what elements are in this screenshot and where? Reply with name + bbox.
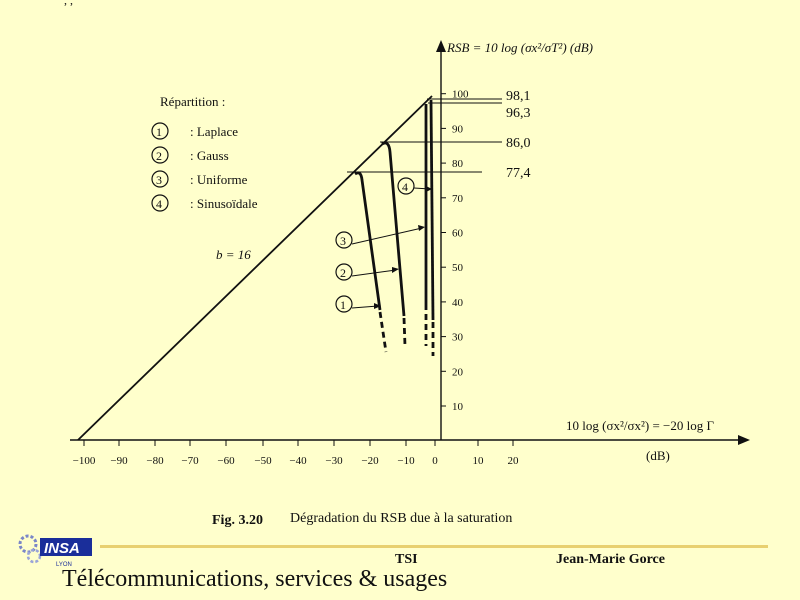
legend-label-4: : Sinusoïdale bbox=[190, 196, 258, 211]
x-tick-label: −50 bbox=[254, 455, 272, 467]
x-axis-unit: (dB) bbox=[646, 448, 670, 463]
x-tick-label: −70 bbox=[181, 455, 199, 467]
y-axis-arrow bbox=[436, 40, 446, 52]
y-tick-label: 70 bbox=[452, 193, 464, 205]
y-axis-label: RSB = 10 log (σx²/σT²) (dB) bbox=[446, 40, 593, 55]
x-tick-label: 0 bbox=[432, 455, 438, 467]
x-axis-arrow bbox=[738, 435, 750, 445]
y-tick-label: 80 bbox=[452, 158, 464, 170]
curve-markers: 4 3 2 1 bbox=[335, 177, 432, 313]
marker-2: 2 bbox=[340, 266, 346, 280]
y-tick-label: 60 bbox=[452, 228, 464, 240]
b16-label: b = 16 bbox=[216, 247, 251, 262]
x-tick-label: −10 bbox=[397, 455, 415, 467]
x-tick-label: 20 bbox=[508, 455, 520, 467]
curve-gauss-dashed bbox=[402, 317, 407, 347]
y-tick-label: 20 bbox=[452, 366, 464, 378]
level-value-2: 96,3 bbox=[506, 106, 531, 121]
marker-3: 3 bbox=[340, 234, 346, 248]
level-value-3: 86,0 bbox=[506, 136, 531, 151]
x-tick-label: −90 bbox=[110, 455, 128, 467]
marker-1: 1 bbox=[340, 298, 346, 312]
curve-laplace bbox=[354, 171, 382, 311]
x-tick-label: −20 bbox=[361, 455, 379, 467]
b16-line bbox=[77, 95, 433, 441]
footer-course-title: Télécommunications, services & usages bbox=[62, 566, 448, 592]
y-tick-label: 50 bbox=[452, 262, 464, 274]
footer-tsi: TSI bbox=[395, 552, 418, 567]
y-tick-label: 30 bbox=[452, 332, 464, 344]
x-tick-label: −60 bbox=[217, 455, 235, 467]
x-tick-label: −30 bbox=[325, 455, 343, 467]
y-tick-label: 10 bbox=[452, 401, 464, 413]
legend-title: Répartition : bbox=[160, 94, 225, 109]
legend-label-2: : Gauss bbox=[190, 148, 229, 163]
y-tick-label: 40 bbox=[452, 297, 464, 309]
footer-author: Jean-Marie Gorce bbox=[556, 552, 665, 567]
y-tick-label: 90 bbox=[452, 123, 464, 135]
curve-laplace-dashed bbox=[378, 311, 388, 353]
legend-num-2: 2 bbox=[156, 149, 162, 163]
level-value-1: 98,1 bbox=[506, 89, 531, 104]
marker-4: 4 bbox=[402, 180, 408, 194]
x-axis-label: 10 log (σx²/σx²) = −20 log Γ bbox=[566, 418, 714, 433]
degradation-figure: , , RSB = 10 log (σx²/σT²) (dB) 10 log (… bbox=[64, 0, 750, 528]
legend-num-1: 1 bbox=[156, 125, 162, 139]
x-tick-label: −100 bbox=[73, 455, 96, 467]
degradation-curves bbox=[354, 99, 435, 356]
x-ticks: −100 −90 −80 −70 −60 −50 −40 −30 −20 −10 0 10 20 bbox=[73, 440, 519, 467]
logo-text: INSA bbox=[44, 540, 80, 557]
logo-subtext: LYON bbox=[56, 562, 72, 568]
footer-rule bbox=[100, 545, 768, 548]
legend: Répartition : 1 : Laplace 2 : Gauss 3 : … bbox=[151, 94, 258, 212]
level-value-4: 77,4 bbox=[506, 166, 531, 181]
x-tick-label: 10 bbox=[473, 455, 485, 467]
figure-caption-number: Fig. 3.20 bbox=[212, 513, 263, 528]
legend-label-3: : Uniforme bbox=[190, 172, 248, 187]
x-tick-label: −80 bbox=[146, 455, 164, 467]
legend-num-4: 4 bbox=[156, 197, 162, 211]
curve-gauss bbox=[381, 141, 406, 317]
x-tick-label: −40 bbox=[289, 455, 307, 467]
legend-label-1: : Laplace bbox=[190, 124, 238, 139]
y-ticks: 10 20 30 40 50 60 70 80 90 100 bbox=[441, 89, 469, 413]
curve-sinus bbox=[429, 99, 435, 321]
y-tick-label: 100 bbox=[452, 89, 469, 101]
insa-logo: INSA LYON bbox=[18, 534, 92, 568]
figure-caption-text: Dégradation du RSB due à la saturation bbox=[290, 511, 512, 526]
legend-num-3: 3 bbox=[156, 173, 162, 187]
corner-mark: , , bbox=[64, 0, 73, 7]
